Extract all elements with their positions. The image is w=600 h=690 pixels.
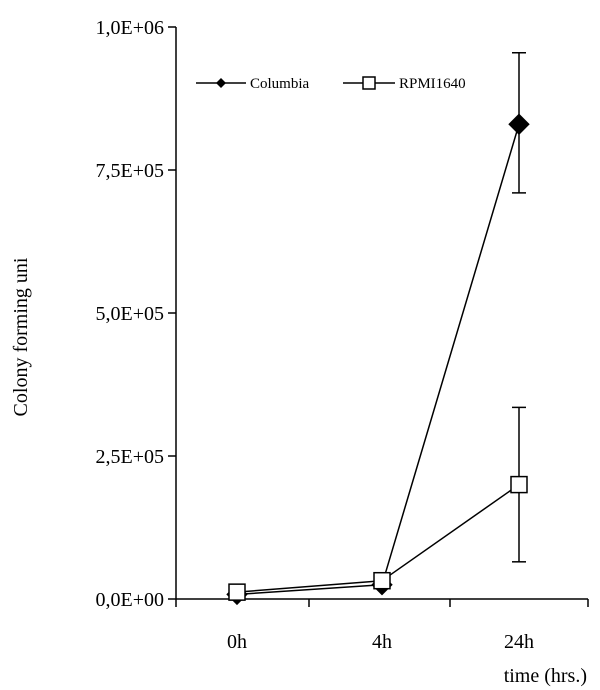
y-tick-label: 2,5E+05 — [96, 446, 165, 468]
legend: Columbia RPMI1640 — [196, 76, 466, 92]
series-rpmi1640 — [228, 406, 528, 601]
x-tick-label: 24h — [504, 631, 534, 653]
data-point — [373, 571, 391, 590]
data-point — [508, 113, 530, 135]
axes: 0,0E+00 2,5E+05 5,0E+05 7,5E+05 1,0E+06 0h 4h… — [96, 17, 589, 653]
legend-label: RPMI1640 — [399, 76, 466, 92]
x-tick-label: 4h — [372, 631, 392, 653]
legend-marker — [216, 78, 226, 88]
y-ticks: 0,0E+00 2,5E+05 5,0E+05 7,5E+05 1,0E+06 — [96, 17, 176, 611]
legend-entry-columbia: Columbia — [196, 76, 310, 92]
series-line — [236, 124, 520, 596]
y-tick-label: 0,0E+00 — [96, 589, 165, 611]
x-tick-label: 0h — [227, 631, 247, 653]
legend-marker — [362, 76, 376, 90]
legend-entry-rpmi1640: RPMI1640 — [343, 76, 466, 92]
x-ticks: 0h 4h 24h — [175, 599, 589, 653]
series-layer — [226, 51, 530, 606]
y-tick-label: 1,0E+06 — [96, 17, 165, 39]
data-point — [510, 475, 528, 494]
y-tick-label: 7,5E+05 — [96, 160, 165, 182]
legend-label: Columbia — [250, 76, 310, 92]
y-axis-label: Colony forming uni — [10, 257, 32, 416]
y-tick-label: 5,0E+05 — [96, 303, 165, 325]
x-axis-label: time (hrs.) — [504, 665, 587, 687]
series-columbia — [226, 51, 530, 606]
data-point — [228, 583, 246, 601]
